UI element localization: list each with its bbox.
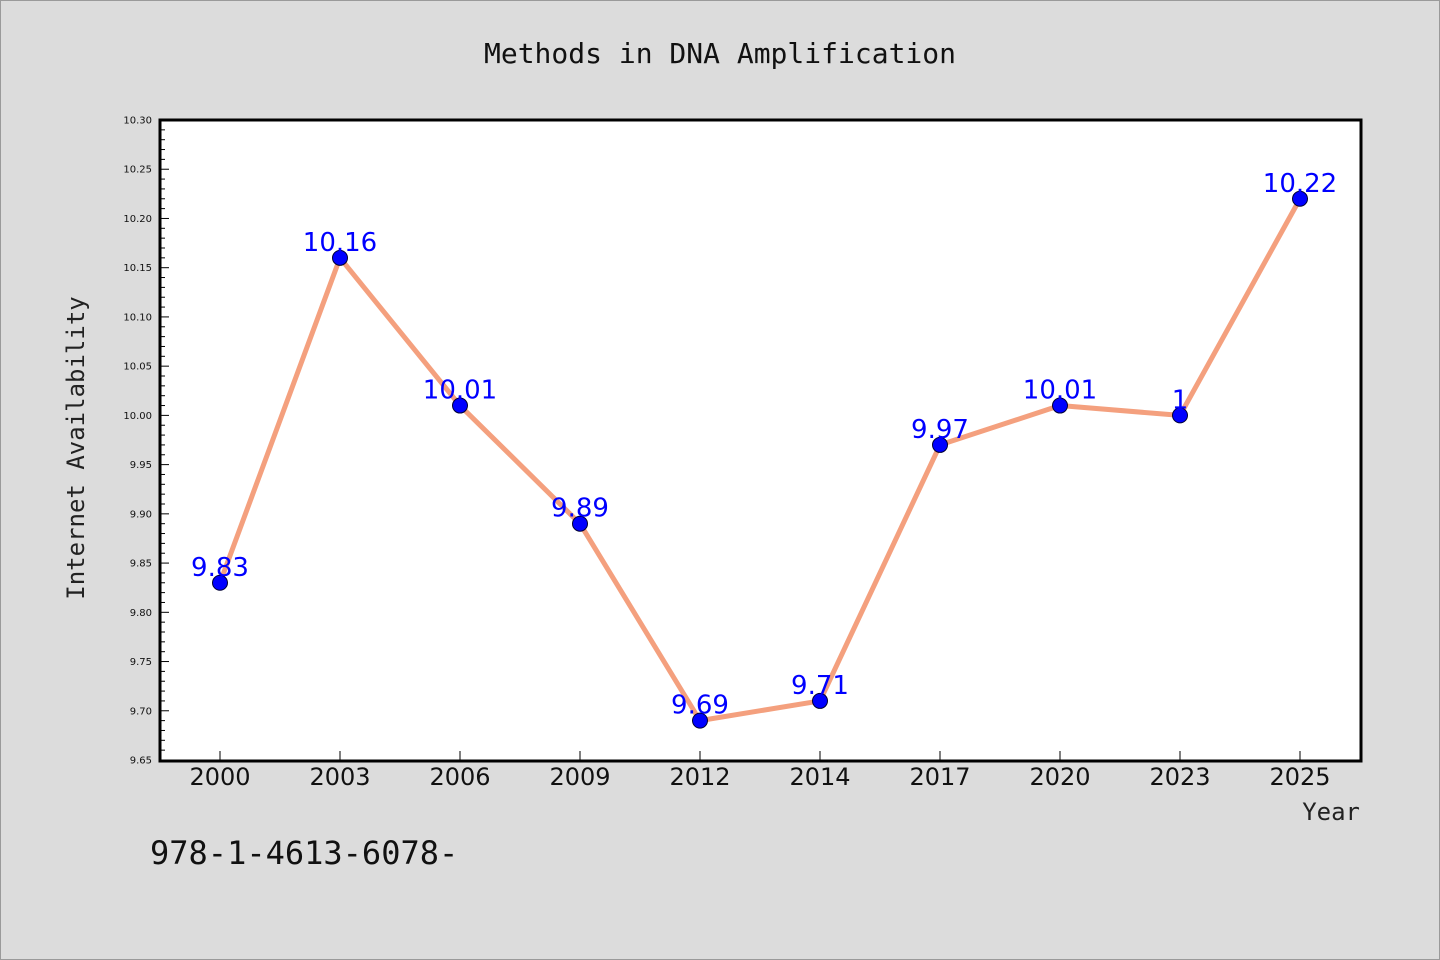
data-label: 9.71 — [791, 671, 849, 701]
y-tick-label: 9.65 — [130, 756, 152, 767]
data-point — [692, 712, 708, 729]
data-label: 10.01 — [1023, 376, 1097, 406]
y-tick-label: 10.30 — [123, 116, 152, 127]
data-point — [1172, 407, 1188, 424]
x-axis-label: Year — [1302, 798, 1360, 826]
data-point — [932, 436, 948, 453]
data-label: 9.83 — [191, 553, 249, 583]
y-tick-label: 10.00 — [123, 411, 152, 422]
x-tick-label: 2000 — [189, 763, 250, 791]
chart-title: Methods in DNA Amplification — [484, 37, 956, 70]
y-tick-label: 10.25 — [123, 165, 152, 176]
series-line — [217, 196, 1303, 724]
data-label: 10.22 — [1263, 169, 1337, 199]
y-tick-label: 9.70 — [130, 706, 152, 717]
data-label: 9.97 — [911, 415, 969, 445]
data-label: 10.01 — [423, 376, 497, 406]
y-tick-label: 9.90 — [130, 509, 152, 520]
footer-text: 978-1-4613-6078- — [150, 834, 458, 872]
data-labels: 9.83 10.16 10.01 9.89 9.69 9.71 9.97 10.01 1 10.2… — [191, 169, 1337, 721]
x-tick-label: 2009 — [549, 763, 610, 791]
y-tick-label: 9.95 — [130, 460, 152, 471]
y-tick-label: 9.75 — [130, 657, 152, 668]
x-tick-label: 2017 — [909, 763, 970, 791]
data-label: 10.16 — [303, 228, 377, 258]
data-point — [452, 397, 468, 414]
y-tick-label: 10.15 — [123, 263, 152, 274]
data-point — [212, 574, 228, 591]
y-tick-label: 9.80 — [130, 608, 152, 619]
x-axis: 2000 2003 2006 2009 2012 2014 2017 2020 2023 2025 — [189, 751, 1331, 791]
data-point — [1052, 397, 1068, 414]
y-axis: 9.65 9.70 9.75 9.80 9.85 9.90 9.95 10.00 10.05 10… — [123, 116, 169, 767]
x-tick-label: 2020 — [1029, 763, 1090, 791]
y-tick-label: 10.10 — [123, 312, 152, 323]
y-axis-label: Internet Availability — [62, 296, 90, 599]
data-point — [1292, 190, 1308, 207]
y-tick-label: 9.85 — [130, 559, 152, 570]
data-label: 9.69 — [671, 691, 729, 721]
data-point — [572, 515, 588, 532]
x-tick-label: 2023 — [1149, 763, 1210, 791]
plot-area — [158, 118, 1363, 763]
data-point — [812, 692, 828, 709]
y-tick-label: 10.05 — [123, 362, 152, 373]
x-tick-label: 2006 — [429, 763, 490, 791]
data-label: 9.89 — [551, 494, 609, 524]
data-point — [332, 249, 348, 266]
x-tick-label: 2025 — [1269, 763, 1330, 791]
y-tick-label: 10.20 — [123, 214, 152, 225]
x-tick-label: 2012 — [669, 763, 730, 791]
data-label: 1 — [1172, 385, 1189, 415]
x-tick-label: 2003 — [309, 763, 370, 791]
x-tick-label: 2014 — [789, 763, 850, 791]
series-layer — [212, 190, 1308, 729]
